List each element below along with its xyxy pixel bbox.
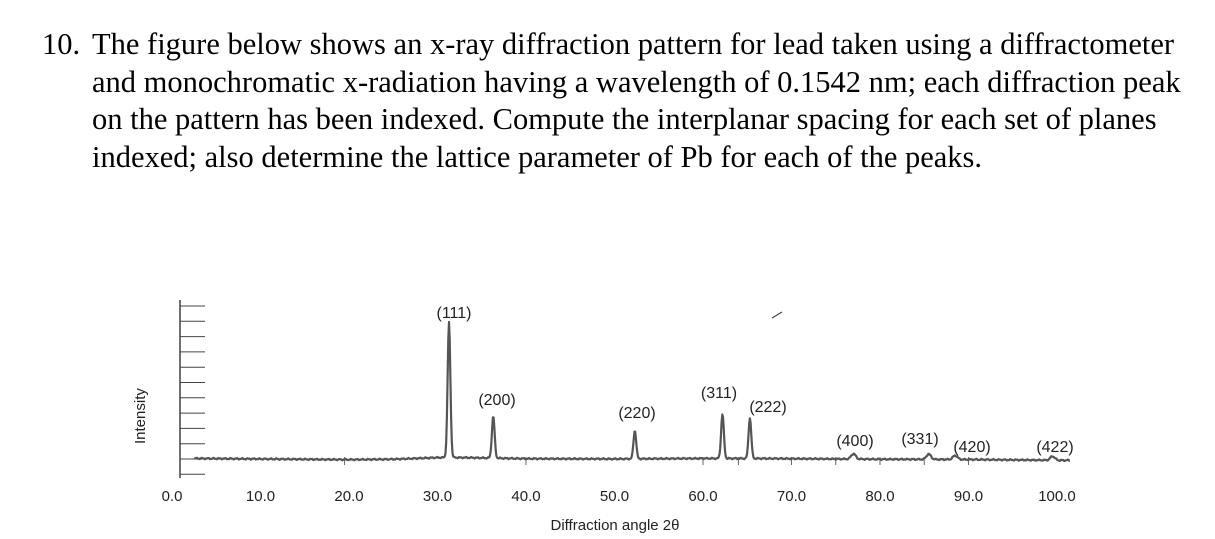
peak-label: (400) <box>836 433 873 450</box>
peak-label: (331) <box>901 431 938 448</box>
x-tick-label: 10.0 <box>246 488 275 505</box>
problem-statement: 10. The figure below shows an x-ray diff… <box>42 26 1202 176</box>
x-tick-label: 60.0 <box>688 488 717 505</box>
peak-label: (222) <box>749 399 786 416</box>
problem-number: 10. <box>42 27 81 61</box>
diffraction-pattern-line <box>193 320 1071 463</box>
x-tick-label: 70.0 <box>777 488 806 505</box>
x-tick-label: 30.0 <box>423 488 452 505</box>
x-tick-label: 40.0 <box>511 488 540 505</box>
x-tick-label: 80.0 <box>865 488 894 505</box>
x-tick-label: 0.0 <box>162 488 183 505</box>
x-tick-label: 50.0 <box>600 488 629 505</box>
x-tick-labels: 0.0 10.0 20.0 30.0 40.0 50.0 60.0 70.0 80.0 90.0 1… <box>162 488 1076 505</box>
x-tick-label: 20.0 <box>334 488 363 505</box>
x-axis-label: Diffraction angle 2θ <box>551 517 680 534</box>
peak-label: (311) <box>701 385 737 402</box>
peak-label: (200) <box>478 392 515 409</box>
problem-text: The figure below shows an x-ray diffract… <box>92 27 1181 174</box>
x-tick-label: 90.0 <box>954 488 983 505</box>
peak-labels: (111) (200) (220) (311) (222) (400) (331) (420)… <box>437 305 1074 456</box>
stray-mark <box>771 311 783 319</box>
peak-label: (220) <box>618 405 655 422</box>
peak-label: (111) <box>437 305 472 322</box>
y-axis <box>179 300 969 478</box>
peak-label: (420) <box>953 439 990 456</box>
peak-label: (422) <box>1036 439 1073 456</box>
x-tick-label: 100.0 <box>1038 488 1076 505</box>
